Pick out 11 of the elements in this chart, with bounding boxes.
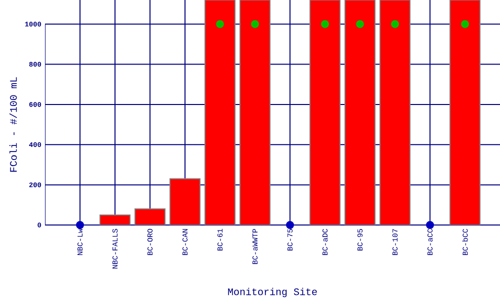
bar — [380, 0, 411, 225]
y-axis-title: FColi - #/100 mL — [9, 77, 17, 172]
bar — [170, 178, 200, 225]
x-axis-title: Monitoring Site — [228, 288, 317, 298]
bar — [100, 214, 131, 225]
bar — [310, 0, 341, 225]
bar — [240, 0, 271, 225]
bar — [134, 208, 166, 225]
bar — [204, 0, 236, 225]
bar — [344, 0, 376, 225]
bar — [450, 0, 481, 225]
